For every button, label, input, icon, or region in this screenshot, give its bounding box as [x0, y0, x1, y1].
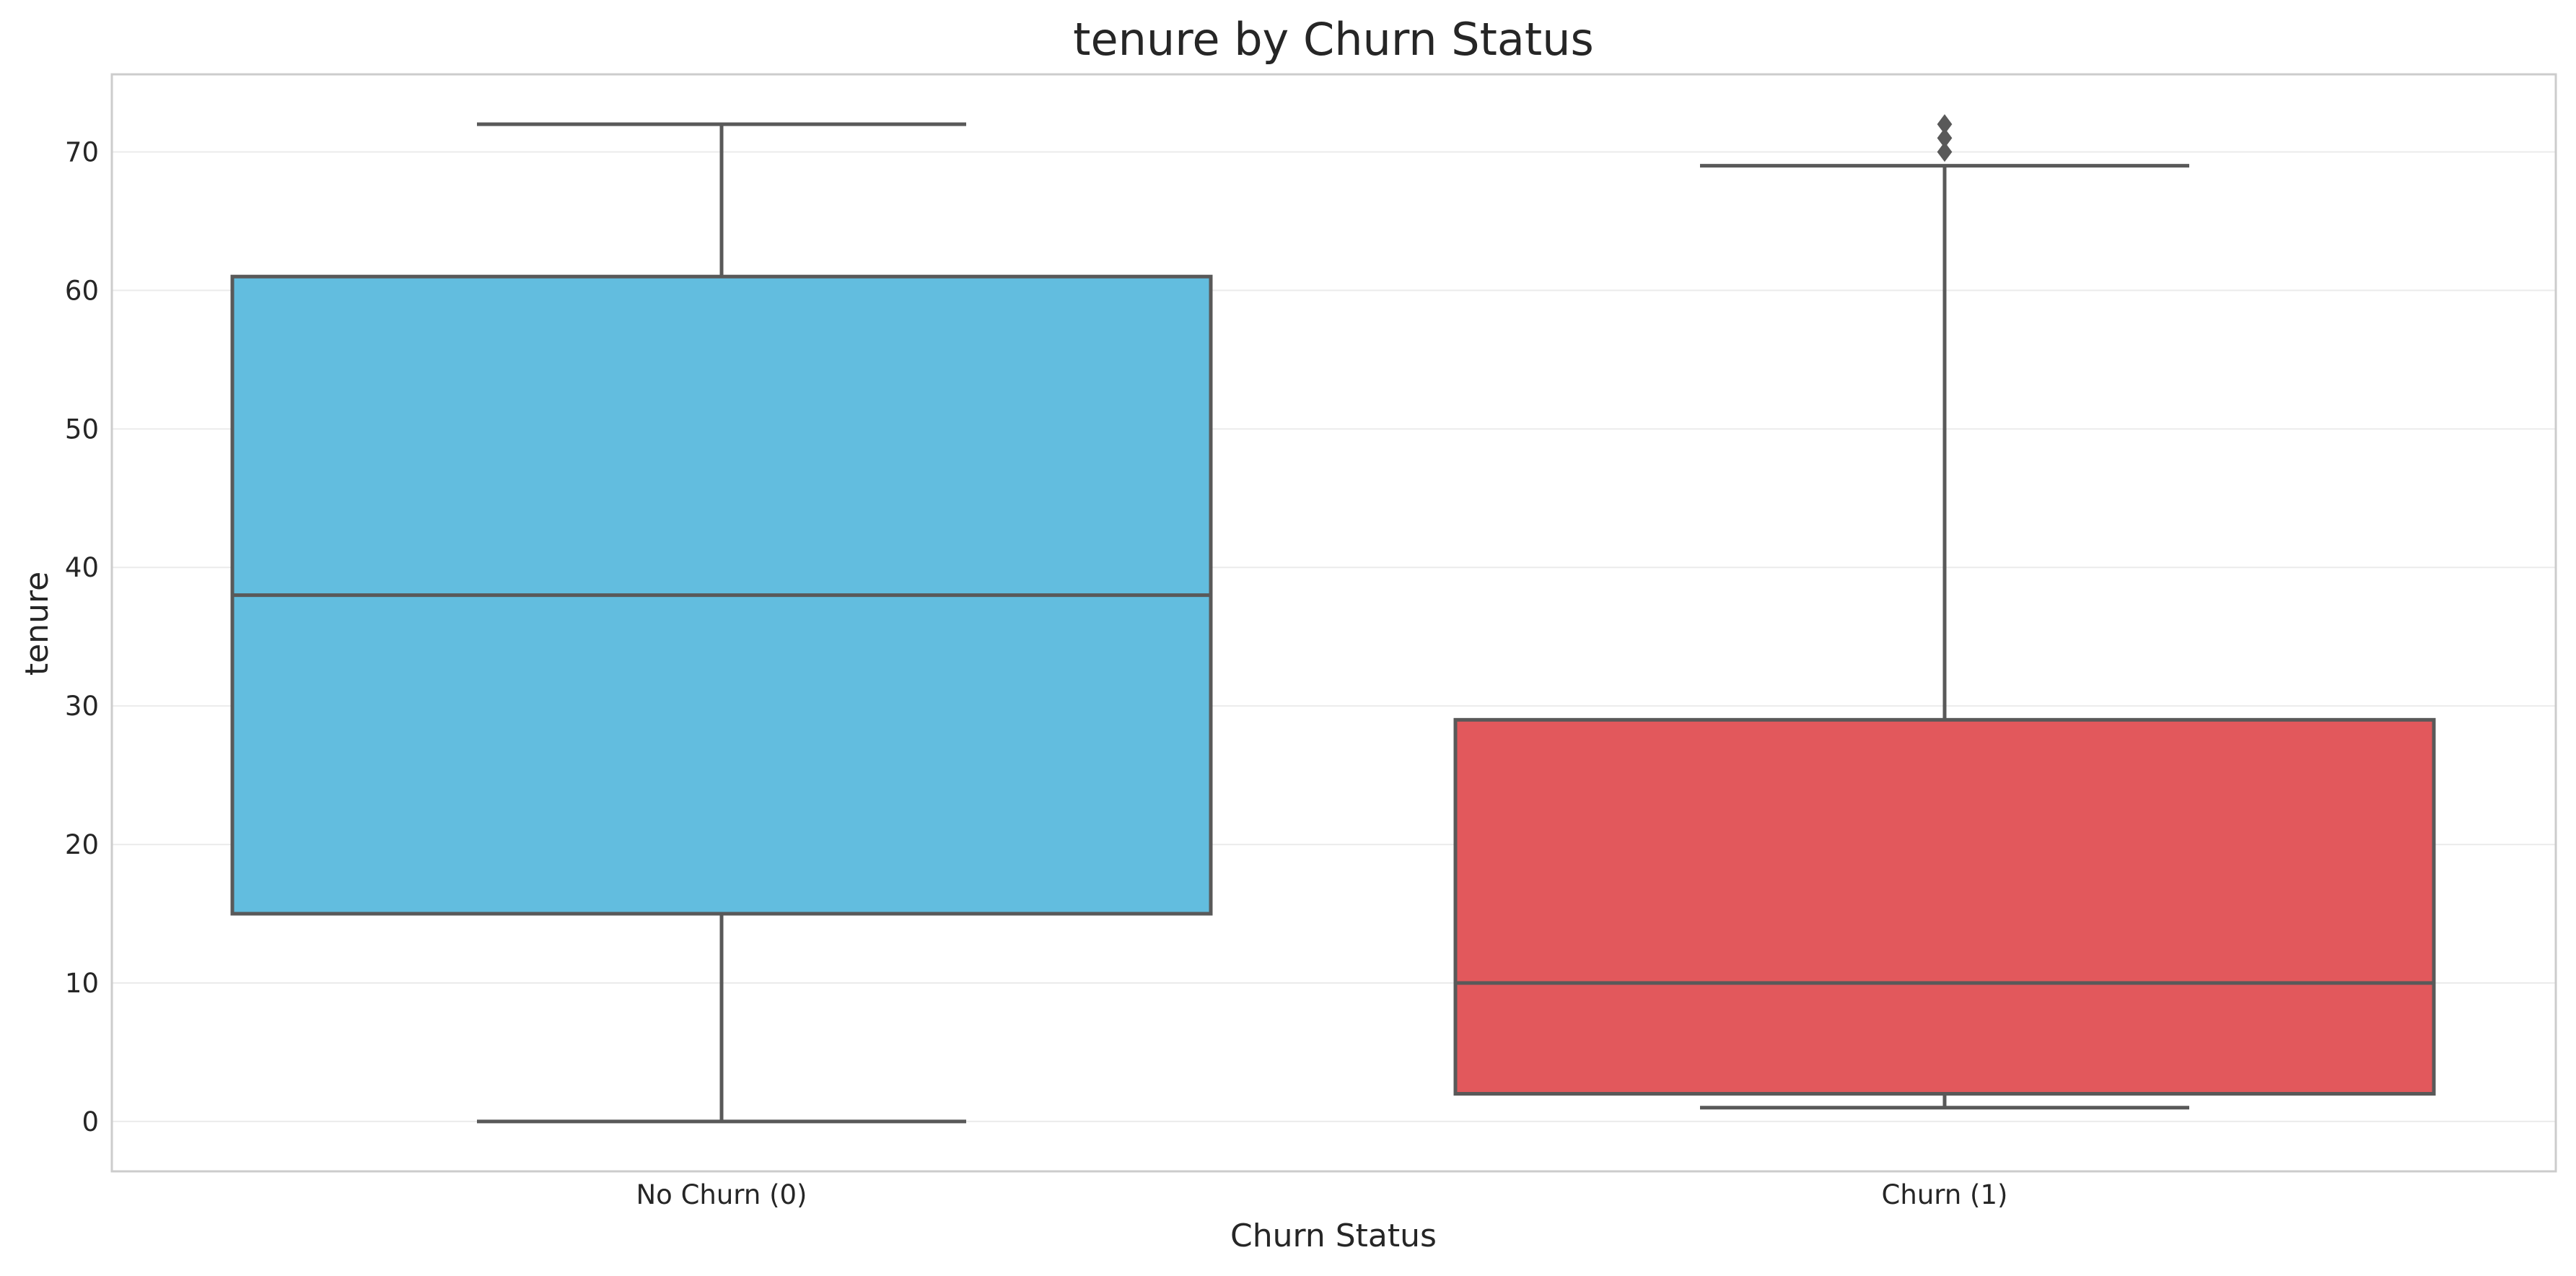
y-tick-label: 0 — [82, 1106, 99, 1137]
outlier-point — [1937, 128, 1953, 149]
outlier-point — [1937, 141, 1953, 162]
y-tick-label: 70 — [65, 136, 99, 167]
x-tick-label: No Churn (0) — [636, 1179, 807, 1210]
chart-title: tenure by Churn Status — [1073, 13, 1594, 66]
y-axis-label: tenure — [19, 572, 56, 676]
x-tick-labels: No Churn (0) Churn (1) — [636, 1179, 2008, 1210]
iqr-box — [1453, 717, 2436, 1096]
plot-frame — [110, 73, 2557, 1173]
outlier-point — [1937, 114, 1953, 134]
x-axis-label: Churn Status — [1230, 1218, 1437, 1254]
y-tick-label: 50 — [65, 414, 99, 445]
y-tick-label: 10 — [65, 968, 99, 999]
y-tick-label: 30 — [65, 691, 99, 722]
boxes — [230, 114, 2436, 1124]
y-tick-label: 20 — [65, 829, 99, 860]
y-tick-label: 60 — [65, 275, 99, 306]
box-group-churn — [1453, 114, 2436, 1110]
x-tick-label: Churn (1) — [1882, 1179, 2008, 1210]
y-tick-label: 40 — [65, 552, 99, 583]
y-tick-labels: 0 10 20 30 40 50 60 70 — [65, 136, 99, 1137]
box-group-no-churn — [230, 122, 1213, 1124]
